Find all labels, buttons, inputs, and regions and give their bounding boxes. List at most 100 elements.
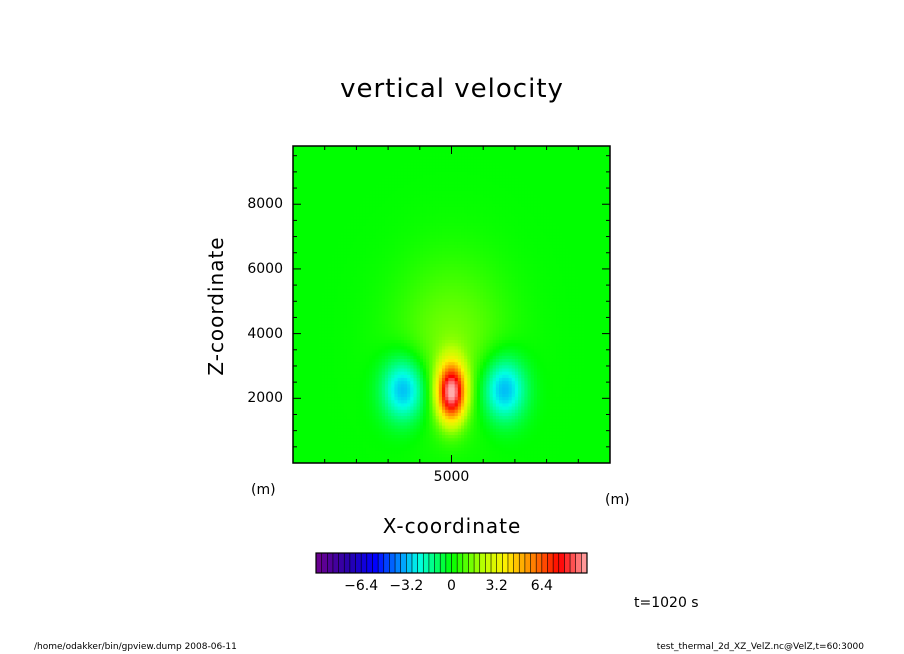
- heatmap-cell: [346, 412, 351, 417]
- heatmap-cell: [413, 180, 418, 185]
- heatmap-cell: [321, 250, 326, 255]
- heatmap-cell: [429, 212, 434, 217]
- heatmap-cell: [318, 180, 323, 185]
- heatmap-cell: [340, 412, 345, 417]
- heatmap-cell: [293, 225, 297, 230]
- heatmap-cell: [315, 272, 319, 277]
- heatmap-cell: [365, 269, 370, 274]
- heatmap-cell: [400, 237, 405, 242]
- heatmap-cell: [375, 307, 380, 312]
- heatmap-cell: [302, 424, 307, 429]
- heatmap-cell: [426, 196, 430, 201]
- heatmap-cell: [327, 222, 332, 226]
- heatmap-cell: [296, 190, 300, 195]
- heatmap-cell: [438, 329, 443, 334]
- heatmap-cell: [359, 456, 364, 461]
- heatmap-cell: [346, 279, 351, 283]
- heatmap-cell: [321, 348, 326, 353]
- heatmap-cell: [394, 307, 399, 312]
- heatmap-cell: [445, 310, 449, 315]
- heatmap-cell: [426, 282, 430, 287]
- heatmap-cell: [365, 358, 370, 363]
- heatmap-cell: [356, 421, 361, 426]
- heatmap-cell: [429, 263, 434, 268]
- heatmap-cell: [296, 282, 300, 287]
- heatmap-cell: [337, 247, 342, 252]
- heatmap-cell: [441, 212, 446, 217]
- heatmap-cell: [353, 431, 357, 436]
- heatmap-cell: [327, 339, 332, 344]
- heatmap-cell: [359, 187, 364, 191]
- heatmap-cell: [448, 380, 453, 385]
- heatmap-cell: [429, 171, 434, 176]
- heatmap-cell: [296, 187, 300, 191]
- heatmap-cell: [350, 380, 354, 385]
- heatmap-cell: [302, 161, 307, 166]
- heatmap-cell: [410, 374, 415, 379]
- heatmap-cell: [378, 329, 383, 334]
- heatmap-cell: [353, 323, 357, 328]
- heatmap-cell: [299, 291, 304, 296]
- heatmap-cell: [324, 336, 329, 340]
- heatmap-cell: [438, 171, 443, 176]
- heatmap-cell: [356, 380, 361, 385]
- heatmap-cell: [362, 304, 367, 309]
- heatmap-cell: [375, 336, 380, 340]
- heatmap-cell: [343, 269, 348, 274]
- heatmap-cell: [315, 288, 319, 293]
- heatmap-cell: [312, 152, 316, 157]
- heatmap-cell: [327, 279, 332, 283]
- heatmap-cell: [365, 158, 370, 163]
- heatmap-cell: [362, 168, 367, 172]
- heatmap-cell: [429, 371, 434, 375]
- heatmap-cell: [400, 424, 405, 429]
- heatmap-cell: [407, 399, 411, 404]
- heatmap-cell: [296, 431, 300, 436]
- heatmap-cell: [299, 149, 304, 153]
- heatmap-cell: [410, 418, 415, 423]
- heatmap-cell: [293, 228, 297, 233]
- heatmap-cell: [359, 237, 364, 242]
- heatmap-cell: [413, 307, 418, 312]
- heatmap-cell: [438, 450, 443, 455]
- heatmap-cell: [438, 437, 443, 442]
- heatmap-cell: [445, 174, 449, 179]
- heatmap-cell: [384, 342, 389, 347]
- heatmap-cell: [356, 237, 361, 242]
- heatmap-cell: [324, 275, 329, 280]
- heatmap-cell: [308, 377, 313, 382]
- heatmap-cell: [394, 443, 399, 448]
- heatmap-cell: [400, 199, 405, 204]
- heatmap-cell: [422, 149, 427, 153]
- heatmap-cell: [318, 212, 323, 217]
- heatmap-cell: [318, 456, 323, 461]
- heatmap-cell: [334, 459, 338, 463]
- heatmap-cell: [410, 209, 415, 214]
- heatmap-cell: [403, 168, 408, 172]
- heatmap-cell: [353, 390, 357, 394]
- heatmap-cell: [378, 294, 383, 299]
- heatmap-cell: [400, 409, 405, 413]
- heatmap-cell: [429, 253, 434, 258]
- heatmap-cell: [362, 405, 367, 410]
- heatmap-cell: [312, 253, 316, 258]
- heatmap-cell: [394, 161, 399, 166]
- heatmap-cell: [318, 203, 323, 207]
- heatmap-cell: [359, 218, 364, 223]
- heatmap-cell: [312, 333, 316, 337]
- heatmap-cell: [346, 329, 351, 334]
- heatmap-cell: [432, 215, 437, 220]
- heatmap-cell: [315, 285, 319, 290]
- heatmap-cell: [429, 443, 434, 448]
- heatmap-cell: [432, 396, 437, 401]
- heatmap-cell: [331, 317, 335, 321]
- heatmap-cell: [327, 418, 332, 423]
- heatmap-cell: [327, 402, 332, 407]
- heatmap-cell: [400, 168, 405, 172]
- heatmap-cell: [422, 196, 427, 201]
- heatmap-cell: [337, 184, 342, 188]
- heatmap-cell: [429, 272, 434, 277]
- heatmap-cell: [381, 428, 386, 432]
- heatmap-cell: [293, 203, 297, 207]
- heatmap-cell: [362, 237, 367, 242]
